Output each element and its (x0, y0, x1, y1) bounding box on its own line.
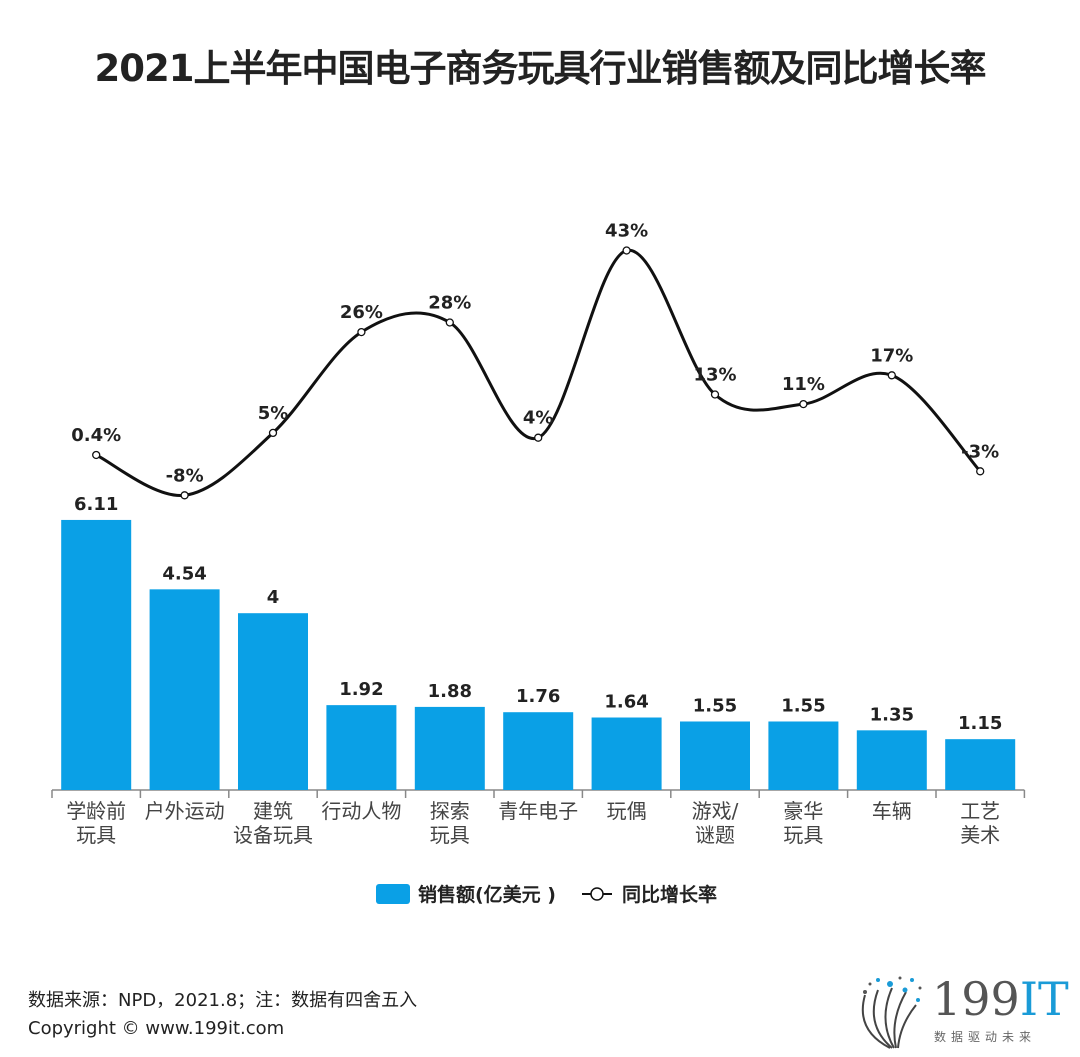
bar (414, 706, 485, 790)
bar (61, 519, 132, 790)
growth-value-label: 11% (782, 374, 825, 395)
category-label: 玩偶 (607, 799, 647, 823)
bar-value-label: 1.35 (870, 704, 914, 725)
growth-point (180, 491, 189, 500)
bar-value-label: 6.11 (74, 494, 118, 515)
bar-value-label: 1.15 (958, 713, 1002, 734)
category-label: 豪华玩具 (783, 799, 823, 847)
growth-point (799, 399, 808, 409)
growth-point (710, 390, 720, 399)
bar (238, 613, 308, 790)
logo-text: 199IT (932, 972, 1069, 1026)
copyright: Copyright © www.199it.com (28, 1018, 285, 1039)
legend-line-label: 同比增长率 (621, 884, 717, 906)
bar (768, 721, 839, 790)
bar-value-label: 1.76 (516, 686, 560, 707)
bar (680, 721, 750, 790)
bar-value-label: 1.88 (428, 681, 472, 702)
category-label: 游戏/谜题 (692, 799, 739, 847)
growth-value-label: 26% (340, 302, 383, 323)
growth-value-label: 0.4% (71, 425, 121, 446)
chart-svg: 6.11 学龄前玩具 4.54 户外运动 4 建筑设备玩具 1.92 行动人物 1.88 探索玩具… (51, 221, 1026, 847)
legend-line-icon (581, 886, 612, 901)
growth-value-label: 43% (605, 221, 648, 242)
category-label: 户外运动 (145, 799, 225, 823)
category-label: 行动人物 (321, 799, 401, 823)
growth-value-label: 17% (870, 345, 913, 366)
bar (945, 739, 1016, 790)
category-label: 工艺美术 (960, 799, 1000, 847)
growth-point (357, 327, 366, 337)
bar (503, 712, 574, 790)
bar-value-label: 1.92 (339, 679, 383, 700)
logo-199it: 199IT 数据驱动未来 (850, 970, 1069, 1050)
bar-value-label: 4 (267, 587, 280, 608)
growth-point (887, 371, 896, 380)
growth-point (622, 246, 631, 255)
category-label: 探索玩具 (430, 799, 470, 847)
chart-title: 2021上半年中国电子商务玩具行业销售额及同比增长率 (94, 47, 987, 90)
growth-value-label: 4% (523, 408, 554, 429)
logo-icon (861, 976, 922, 1049)
bar-value-label: 4.54 (162, 563, 206, 584)
growth-value-label: -8% (166, 465, 204, 486)
bar (856, 730, 927, 790)
growth-point (268, 428, 278, 438)
bar (326, 705, 397, 790)
growth-value-label: 5% (258, 403, 289, 424)
growth-point (445, 318, 454, 327)
source-note: 数据来源：NPD，2021.8；注：数据有四舍五入 (28, 990, 418, 1011)
growth-point (976, 467, 985, 476)
growth-point (534, 433, 543, 442)
category-label: 学龄前玩具 (66, 799, 126, 847)
growth-value-label: 28% (428, 293, 471, 314)
growth-value-label: -3% (961, 441, 999, 462)
growth-point (92, 450, 101, 460)
legend-bar-label: 销售额(亿美元 ) (418, 884, 556, 906)
category-label: 青年电子 (498, 799, 578, 823)
bar-value-label: 1.64 (604, 692, 648, 713)
logo-tagline: 数据驱动未来 (934, 1030, 1037, 1044)
bar-value-label: 1.55 (781, 695, 825, 716)
growth-line (95, 248, 982, 497)
category-label: 建筑设备玩具 (233, 799, 313, 847)
bar (149, 589, 220, 790)
bar-value-label: 1.55 (693, 695, 737, 716)
legend-bar-swatch (376, 883, 410, 904)
category-label: 车辆 (872, 799, 912, 823)
legend: 销售额(亿美元 ) 同比增长率 (376, 880, 717, 907)
growth-value-label: 13% (693, 365, 736, 386)
bar (591, 717, 662, 790)
